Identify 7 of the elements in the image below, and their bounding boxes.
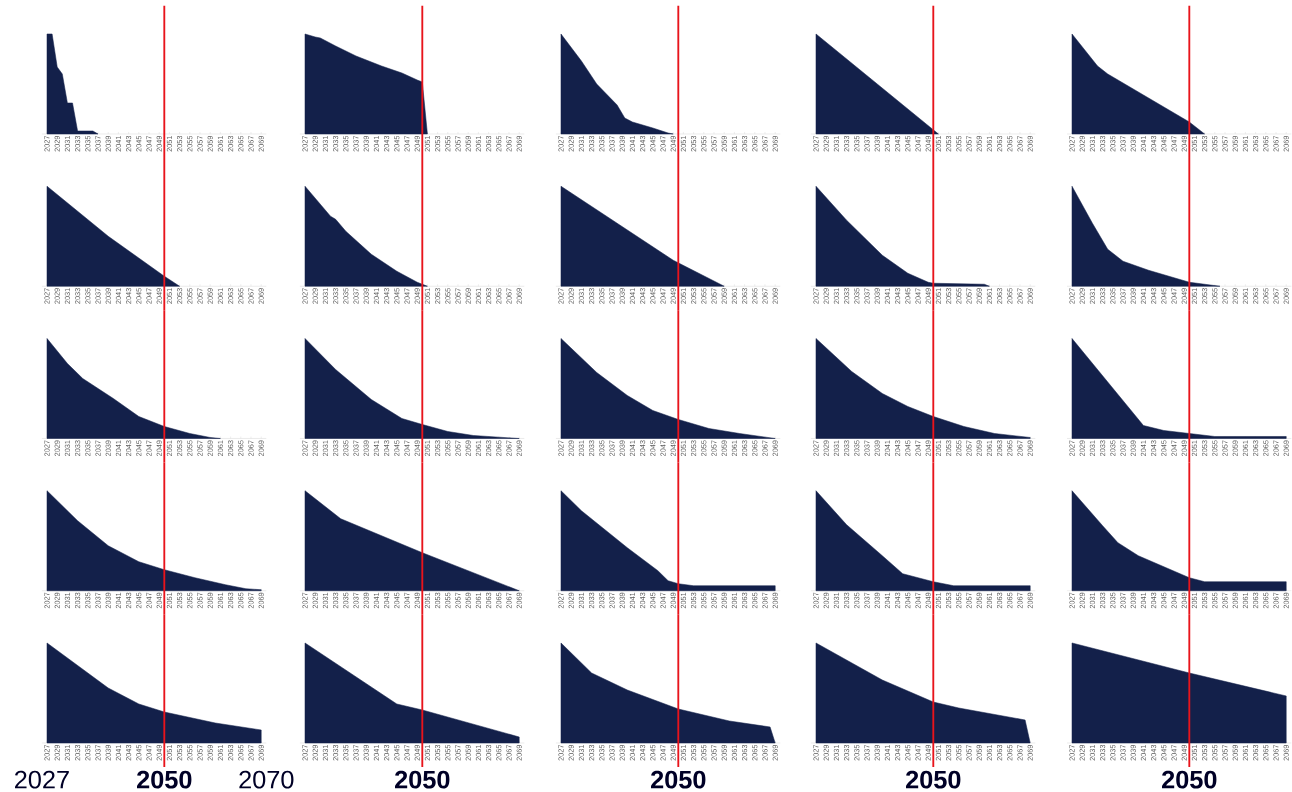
text: 2050 — [137, 770, 192, 789]
text: 2070 — [239, 770, 294, 789]
text: 2050 — [395, 770, 450, 789]
text: 2050 — [651, 770, 706, 789]
text: 2050 — [906, 770, 961, 789]
text: 2027 — [15, 770, 69, 789]
text: 2050 — [1162, 770, 1217, 789]
